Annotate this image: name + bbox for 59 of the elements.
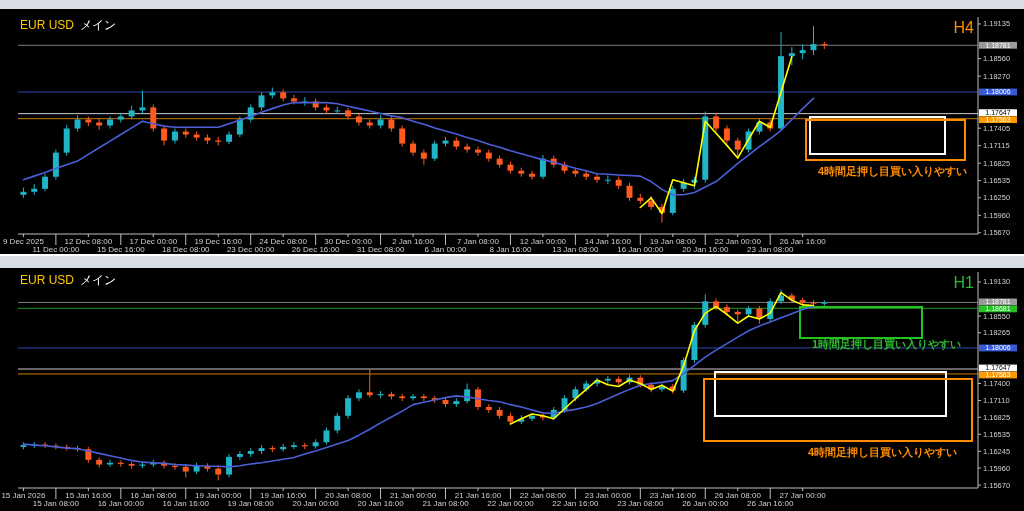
x-tick-label: 23 Jan 16:00 bbox=[649, 491, 697, 500]
x-tick-label: 16 Jan 08:00 bbox=[130, 491, 177, 500]
x-tick-label: 24 Dec 08:00 bbox=[259, 237, 308, 246]
annotation: 4時間足押し目買い入りやすい bbox=[818, 165, 968, 178]
x-tick-label: 22 Jan 00:00 bbox=[487, 499, 535, 508]
x-tick-label: 31 Dec 08:00 bbox=[356, 245, 405, 254]
annotation: 1時間足押し目買い入りやすい bbox=[812, 338, 962, 351]
x-tick-label: 21 Jan 08:00 bbox=[422, 499, 470, 508]
x-tick-label: 12 Jan 00:00 bbox=[519, 237, 567, 246]
x-tick-label: 19 Jan 16:00 bbox=[260, 491, 307, 500]
text: H1 bbox=[953, 274, 975, 291]
x-tick-label: 19 Dec 16:00 bbox=[194, 237, 243, 246]
x-tick-label: 19 Jan 00:00 bbox=[195, 491, 242, 500]
x-tick-label: 20 Jan 08:00 bbox=[324, 491, 372, 500]
x-tick-label: 26 Jan 16:00 bbox=[779, 237, 827, 246]
x-tick-label: 22 Jan 08:00 bbox=[519, 491, 567, 500]
x-tick-label: 22 Jan 00:00 bbox=[714, 237, 762, 246]
x-tick-label: 21 Jan 00:00 bbox=[389, 491, 437, 500]
x-tick-label: 12 Dec 08:00 bbox=[64, 237, 113, 246]
x-tick-label: 21 Jan 16:00 bbox=[454, 491, 502, 500]
x-tick-label: 22 Jan 16:00 bbox=[552, 499, 600, 508]
x-tick-label: 7 Jan 08:00 bbox=[457, 237, 500, 246]
x-tick-label: 26 Jan 08:00 bbox=[714, 491, 762, 500]
x-tick-label: 23 Jan 08:00 bbox=[617, 499, 664, 508]
x-tick-label: 19 Jan 08:00 bbox=[649, 237, 697, 246]
text: H4 bbox=[953, 19, 975, 36]
annotation: 4時間足押し目買い入りやすい bbox=[808, 446, 958, 459]
x-tick-label: 2 Jan 16:00 bbox=[392, 237, 435, 246]
x-tick-label: 9 Dec 2025 bbox=[2, 237, 45, 246]
x-tick-label: 26 Jan 00:00 bbox=[682, 499, 729, 508]
x-tick-label: 18 Dec 08:00 bbox=[161, 245, 211, 254]
x-tick-label: 15 Jan 2026 bbox=[1, 491, 46, 500]
x-tick-label: 30 Dec 00:00 bbox=[324, 237, 373, 246]
x-tick-label: 17 Dec 00:00 bbox=[129, 237, 178, 246]
x-tick-label: 26 Jan 16:00 bbox=[747, 499, 794, 508]
x-tick-label: 23 Jan 00:00 bbox=[584, 491, 632, 500]
x-tick-label: 19 Jan 08:00 bbox=[227, 499, 275, 508]
x-tick-label: 26 Dec 16:00 bbox=[291, 245, 340, 254]
x-tick-label: 16 Jan 16:00 bbox=[162, 499, 210, 508]
x-tick-label: 15 Jan 16:00 bbox=[65, 491, 113, 500]
x-tick-label: 15 Jan 08:00 bbox=[32, 499, 80, 508]
x-tick-label: 23 Jan 08:00 bbox=[747, 245, 794, 254]
x-tick-label: 20 Jan 16:00 bbox=[357, 499, 405, 508]
x-tick-label: 20 Jan 00:00 bbox=[292, 499, 340, 508]
chart-title: EUR USD bbox=[20, 18, 75, 32]
chart-subtitle: メイン bbox=[80, 18, 117, 32]
x-tick-label: 8 Jan 16:00 bbox=[489, 245, 532, 254]
chart-title: EUR USD bbox=[20, 273, 75, 287]
x-tick-label: 13 Jan 08:00 bbox=[552, 245, 600, 254]
x-tick-label: 6 Jan 00:00 bbox=[424, 245, 467, 254]
x-tick-label: 27 Jan 00:00 bbox=[779, 491, 827, 500]
chart-subtitle: メイン bbox=[80, 273, 117, 287]
x-tick-label: 16 Jan 00:00 bbox=[97, 499, 145, 508]
x-tick-label: 11 Dec 00:00 bbox=[32, 245, 80, 254]
x-tick-label: 15 Dec 16:00 bbox=[97, 245, 146, 254]
x-tick-label: 14 Jan 16:00 bbox=[584, 237, 632, 246]
x-tick-label: 23 Dec 00:00 bbox=[226, 245, 276, 254]
x-tick-label: 20 Jan 16:00 bbox=[682, 245, 729, 254]
x-tick-label: 16 Jan 00:00 bbox=[617, 245, 664, 254]
